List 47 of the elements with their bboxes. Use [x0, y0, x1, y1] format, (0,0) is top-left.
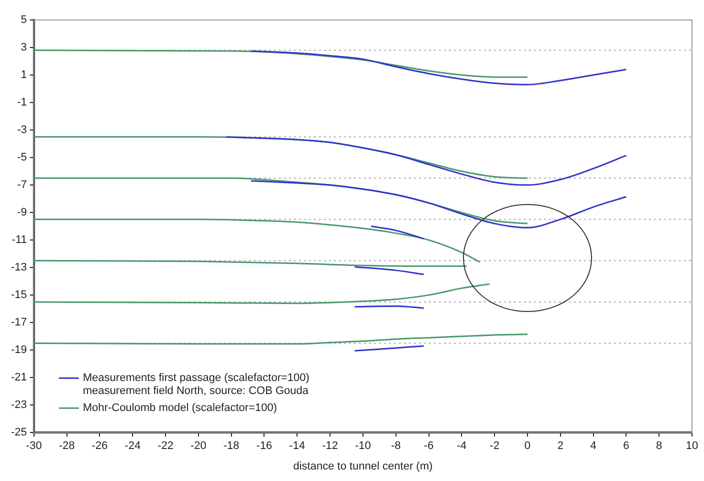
- x-tick-label: -10: [354, 440, 371, 452]
- line-series: [226, 136, 627, 186]
- x-tick-label: -28: [58, 440, 75, 452]
- y-tick-label: 3: [20, 42, 27, 54]
- line-series: [34, 283, 490, 304]
- y-tick-label: -3: [17, 124, 27, 136]
- x-tick-label: -2: [490, 440, 500, 452]
- x-tick-label: -22: [158, 440, 174, 452]
- line-series: [34, 334, 528, 345]
- x-tick-label: 6: [623, 440, 630, 452]
- x-tick-label: -20: [190, 440, 206, 452]
- x-tick-label: -30: [26, 440, 42, 452]
- x-tick-label: 10: [686, 440, 698, 452]
- x-axis-title: distance to tunnel center (m): [293, 460, 433, 472]
- line-series: [34, 218, 481, 263]
- line-series: [34, 50, 528, 78]
- x-tick-label: -16: [256, 440, 272, 452]
- x-tick-label: 0: [524, 440, 531, 452]
- x-tick-label: 2: [557, 440, 564, 452]
- x-tick-label: 4: [590, 440, 596, 452]
- line-series: [250, 180, 627, 228]
- x-tick-label: -14: [289, 440, 306, 452]
- x-tick-label: -8: [390, 440, 401, 452]
- line-series: [250, 50, 627, 86]
- x-tick-label: 8: [656, 440, 662, 452]
- x-tick-label: -6: [424, 440, 434, 452]
- legend-label: Mohr-Coulomb model (scalefactor=100): [82, 402, 278, 414]
- y-tick-label: -17: [10, 316, 27, 329]
- y-tick-label: -1: [17, 96, 27, 109]
- x-tick-label: -26: [92, 440, 108, 452]
- y-tick-label: -25: [10, 426, 27, 439]
- x-tick-label: -18: [223, 440, 240, 452]
- x-tick-label: -4: [456, 440, 467, 452]
- y-tick-label: -11: [12, 234, 27, 246]
- y-tick-label: -7: [17, 179, 27, 192]
- legend-label: Measurements first passage (scalefactor=100) measurement field North, source: COB Gouda: [82, 372, 310, 398]
- x-tick-label: -24: [124, 440, 141, 452]
- y-tick-label: -15: [10, 289, 27, 302]
- y-tick-label: -23: [10, 399, 27, 412]
- y-tick-label: -5: [17, 152, 27, 164]
- y-tick-label: 1: [20, 69, 27, 82]
- y-tick-label: 5: [20, 14, 27, 26]
- y-tick-label: -21: [10, 372, 27, 384]
- y-tick-label: -19: [10, 344, 27, 356]
- y-tick-label: -9: [17, 206, 27, 219]
- y-tick-label: -13: [10, 262, 27, 274]
- x-tick-label: -12: [322, 440, 338, 452]
